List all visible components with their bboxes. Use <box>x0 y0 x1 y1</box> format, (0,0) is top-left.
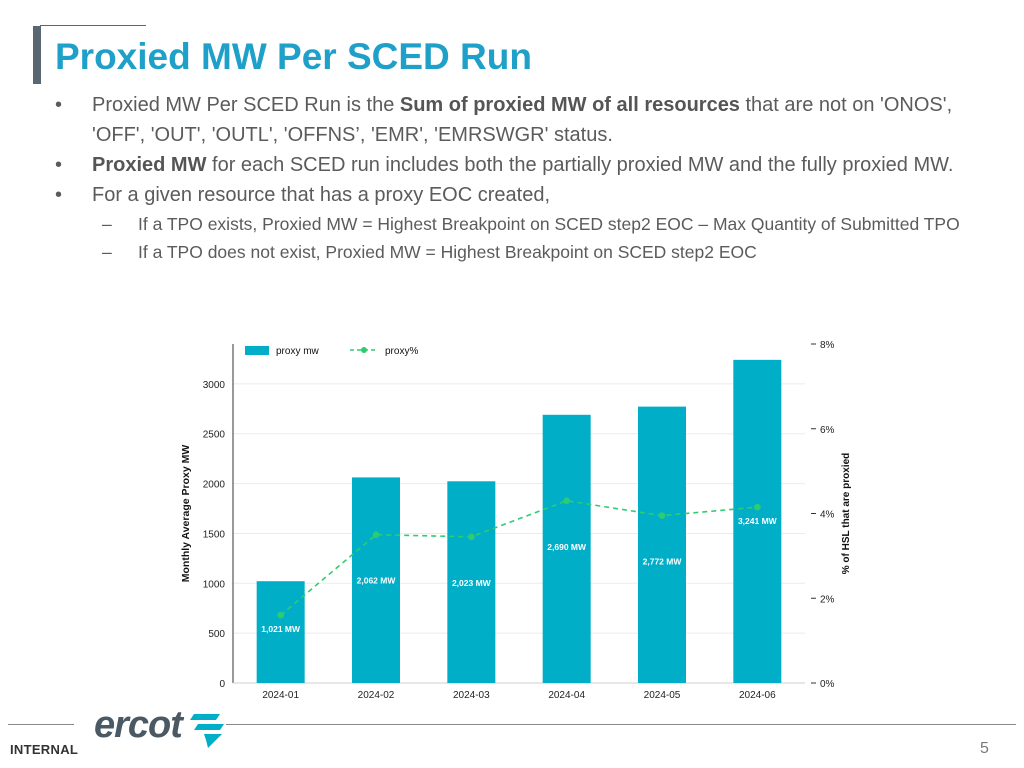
y2-tick-label: 4% <box>820 510 835 521</box>
legend-label-proxy-mw: proxy mw <box>276 346 320 357</box>
x-tick-label: 2024-04 <box>548 690 585 701</box>
bullet-mark: • <box>55 154 63 176</box>
bar <box>447 481 496 683</box>
x-tick-label: 2024-06 <box>739 690 776 701</box>
bar <box>256 581 305 683</box>
proxy-percent-point <box>468 533 475 541</box>
footer-rule-right <box>226 724 1016 725</box>
legend-marker-proxy-percent <box>361 347 367 353</box>
proxy-percent-point <box>754 503 761 511</box>
bullet-mark: • <box>55 184 63 206</box>
x-tick-label: 2024-05 <box>644 690 681 701</box>
dash-mark: – <box>102 242 112 262</box>
dash-mark: – <box>102 214 112 234</box>
y-axis-title: Monthly Average Proxy MW <box>180 445 192 583</box>
x-tick-label: 2024-03 <box>453 690 490 701</box>
y-tick-label: 2500 <box>203 430 226 441</box>
bar-data-label: 3,241 MW <box>738 516 778 526</box>
x-tick-label: 2024-02 <box>358 690 395 701</box>
bullet-list: • Proxied MW Per SCED Run is the Sum of … <box>52 90 972 264</box>
bullet-2: • Proxied MW for each SCED run includes … <box>52 150 972 180</box>
title-accent-bar <box>33 26 41 84</box>
y2-tick-label: 2% <box>820 594 835 605</box>
proxy-percent-point <box>277 611 284 619</box>
bar <box>733 359 782 683</box>
bar-data-label: 2,062 MW <box>357 576 397 586</box>
proxy-percent-point <box>372 531 380 538</box>
proxy-percent-point <box>658 512 666 519</box>
legend-swatch-proxy-mw <box>245 346 269 355</box>
ercot-logo-text: ercot <box>94 704 184 746</box>
legend-label-proxy-percent: proxy% <box>385 346 418 357</box>
y2-tick-label: 0% <box>820 679 835 690</box>
y2-tick-label: 8% <box>820 340 835 351</box>
y-tick-label: 1500 <box>203 529 226 540</box>
bar-data-label: 2,690 MW <box>547 542 587 552</box>
ercot-logo: ercot <box>94 704 224 748</box>
bar-data-label: 2,023 MW <box>452 578 492 588</box>
bullet-1: • Proxied MW Per SCED Run is the Sum of … <box>52 90 972 150</box>
slide-title: Proxied MW Per SCED Run <box>55 36 532 77</box>
proxy-mw-chart: 0 500 1000 1500 2000 2500 3000 0% 2% 4% 6% 8% 2024-0… <box>180 340 852 701</box>
page-number: 5 <box>980 740 989 757</box>
bar <box>638 406 686 683</box>
proxy-percent-line <box>280 499 758 616</box>
y-tick-label: 0 <box>219 679 225 690</box>
bullet-mark: • <box>55 94 63 116</box>
title-rule <box>40 25 146 26</box>
proxy-percent-point <box>563 497 570 505</box>
bar <box>542 414 591 683</box>
y-tick-label: 3000 <box>203 380 226 391</box>
y-tick-label: 1000 <box>203 579 226 590</box>
bar-data-label: 1,021 MW <box>261 624 301 634</box>
bullet-3: • For a given resource that has a proxy … <box>52 180 972 210</box>
footer-rule-left <box>8 724 74 725</box>
sub-bullet-2: – If a TPO does not exist, Proxied MW = … <box>102 242 757 262</box>
y2-tick-label: 6% <box>820 425 835 436</box>
bar <box>352 477 400 683</box>
y-tick-label: 2000 <box>203 480 226 491</box>
sub-bullet-1: – If a TPO exists, Proxied MW = Highest … <box>102 214 960 234</box>
ercot-swoosh-icon <box>190 714 224 748</box>
y-tick-label: 500 <box>208 629 225 640</box>
internal-label: INTERNAL <box>10 742 79 757</box>
y2-axis-title: % of HSL that are proxied <box>841 453 852 575</box>
bar-data-label: 2,772 MW <box>643 557 683 567</box>
x-tick-label: 2024-01 <box>262 690 299 701</box>
